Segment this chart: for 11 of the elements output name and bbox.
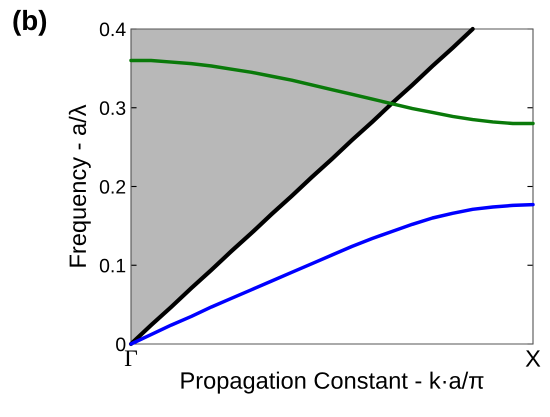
text: (b) [13, 10, 46, 36]
y-tick-label: 0.4 [100, 22, 126, 36]
y-tick-label: 0.1 [100, 258, 126, 272]
y-tick-label: 0.2 [100, 180, 126, 194]
y-tick-label: 0.3 [100, 101, 126, 115]
x-tick-label: X [526, 350, 540, 367]
x-tick-label: Γ [124, 350, 138, 366]
y-tick-label: 0 [116, 337, 126, 352]
line-series [129, 58, 535, 126]
x-axis-title: Propagation Constant - k·a/π [181, 372, 484, 394]
y-axis-title: Frequency - a/λ [68, 104, 91, 267]
